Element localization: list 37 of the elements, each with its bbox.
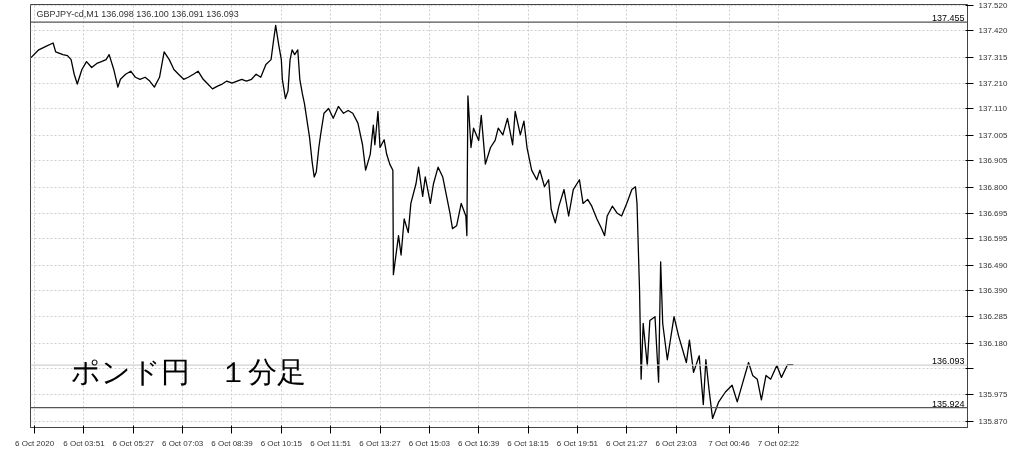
y-tick-label: 135.870 (978, 416, 1008, 426)
ref-line-label: 137.455 (931, 13, 965, 24)
x-tick-label: 7 Oct 00:46 (708, 438, 751, 448)
x-tick-label: 6 Oct 03:51 (63, 438, 106, 448)
x-tick-label: 6 Oct 21:27 (606, 438, 648, 448)
x-tick-label: 7 Oct 02:22 (757, 438, 800, 448)
x-tick-label: 6 Oct 13:27 (359, 438, 402, 448)
y-tick-label: 137.420 (978, 26, 1008, 36)
x-tick-label: 6 Oct 15:03 (408, 438, 451, 448)
y-tick-label: 137.210 (978, 79, 1008, 89)
y-tick-label: 136.390 (978, 285, 1008, 295)
x-tick-label: 6 Oct 2020 (15, 438, 55, 448)
text: GBPJPY-cd,M1 136.098 136.100 136.091 136.093 (36, 8, 239, 19)
y-tick-label: 136.490 (978, 260, 1008, 270)
y-tick-label: 137.110 (978, 104, 1008, 114)
ref-line-label: 135.924 (931, 398, 965, 409)
y-tick-label: 136.285 (978, 312, 1008, 322)
x-tick-label: 6 Oct 08:39 (211, 438, 254, 448)
ref-line-label: 136.093 (931, 356, 965, 367)
y-tick-label: 136.905 (978, 156, 1008, 166)
x-tick-label: 6 Oct 18:15 (507, 438, 550, 448)
x-tick-label: 6 Oct 16:39 (458, 438, 500, 448)
x-tick-label: 6 Oct 11:51 (310, 438, 352, 448)
y-tick-label: 136.595 (978, 234, 1008, 244)
x-tick-label: 6 Oct 19:51 (556, 438, 599, 448)
y-tick-label: 136.800 (978, 182, 1008, 192)
annotation: ポンド円 １分足 (70, 354, 306, 388)
x-tick-label: 6 Oct 05:27 (112, 438, 155, 448)
y-tick-label: 137.005 (978, 130, 1008, 140)
x-tick-label: 6 Oct 07:03 (161, 438, 204, 448)
y-tick-label: 135.975 (978, 390, 1008, 400)
y-tick-label: 136.180 (978, 338, 1008, 348)
y-tick-label: 137.315 (978, 52, 1008, 62)
y-tick-label: 137.520 (978, 1, 1008, 11)
x-tick-label: 6 Oct 23:03 (655, 438, 698, 448)
x-tick-label: 6 Oct 10:15 (260, 438, 303, 448)
y-tick-label: 136.695 (978, 208, 1008, 218)
